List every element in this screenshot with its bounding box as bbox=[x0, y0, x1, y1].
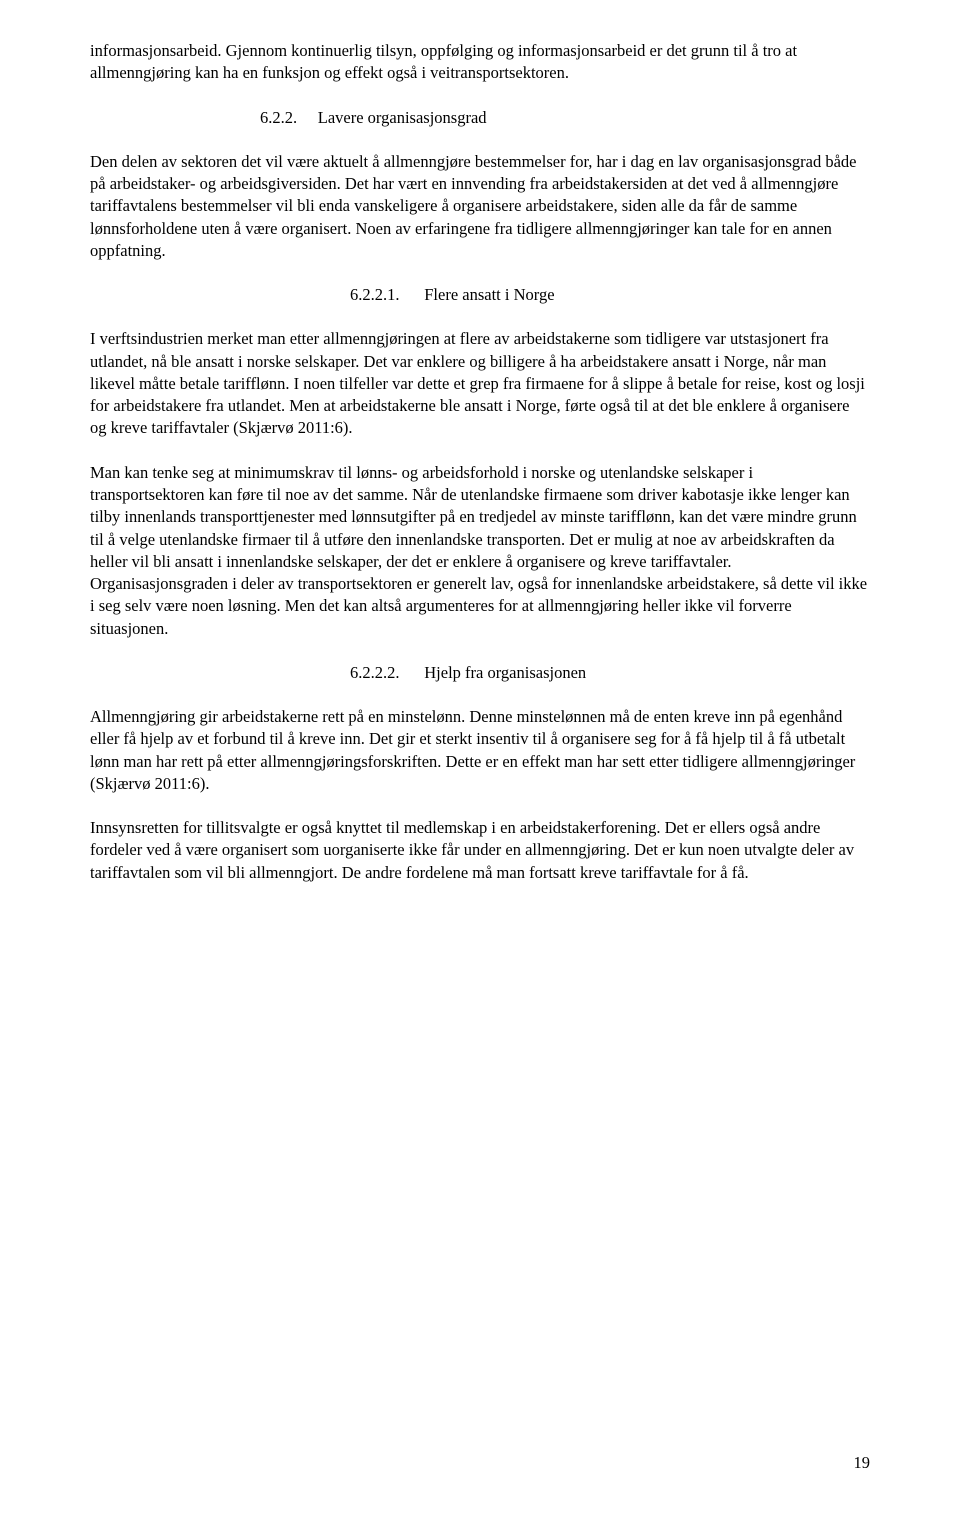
paragraph-6221-body-2: Man kan tenke seg at minimumskrav til lø… bbox=[90, 462, 870, 640]
heading-6221: 6.2.2.1. Flere ansatt i Norge bbox=[90, 284, 870, 306]
document-page: informasjonsarbeid. Gjennom kontinuerlig… bbox=[0, 0, 960, 1513]
heading-622: 6.2.2. Lavere organisasjonsgrad bbox=[90, 107, 870, 129]
paragraph-6221-body-1: I verftsindustrien merket man etter allm… bbox=[90, 328, 870, 439]
paragraph-622-body: Den delen av sektoren det vil være aktue… bbox=[90, 151, 870, 262]
page-number: 19 bbox=[854, 1453, 871, 1473]
paragraph-intro: informasjonsarbeid. Gjennom kontinuerlig… bbox=[90, 40, 870, 85]
heading-6222: 6.2.2.2. Hjelp fra organisasjonen bbox=[90, 662, 870, 684]
paragraph-6222-body-2: Innsynsretten for tillitsvalgte er også … bbox=[90, 817, 870, 884]
paragraph-6222-body-1: Allmenngjøring gir arbeidstakerne rett p… bbox=[90, 706, 870, 795]
